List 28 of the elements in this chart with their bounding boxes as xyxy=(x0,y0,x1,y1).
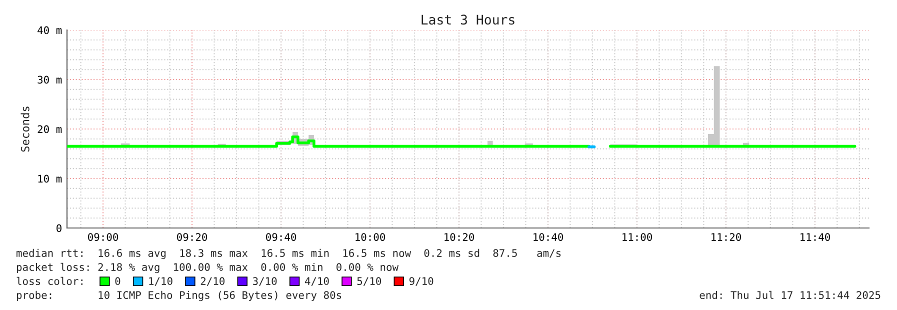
text: median rtt: 16.6 ms avg 18.3 ms max 16.5 ms min 16.5 ms now 0.2 ms sd 87.5 am/s xyxy=(16,248,561,260)
y-tick-label: 10 m xyxy=(38,174,62,183)
legend-label: 5/10 xyxy=(357,277,382,286)
legend-title: loss color: xyxy=(16,276,82,286)
x-tick-label: 09:00 xyxy=(88,233,118,241)
x-tick-label: 10:40 xyxy=(534,233,564,241)
x-tick-label: 09:40 xyxy=(266,233,296,241)
y-tick-label: 0 xyxy=(56,224,62,232)
legend-label: 0 xyxy=(115,277,120,286)
legend-label: 2/10 xyxy=(200,277,225,286)
y-tick-label: 30 m xyxy=(38,76,62,84)
chart-title: Last 3 Hours xyxy=(422,14,514,25)
x-tick-label: 11:40 xyxy=(800,233,830,241)
text: probe: 10 ICMP Echo Pings (56 Bytes) every 80s xyxy=(16,290,342,302)
x-tick-label: 11:20 xyxy=(712,233,741,241)
y-axis-title: Seconds xyxy=(20,106,30,152)
legend-label: 9/10 xyxy=(409,277,434,286)
x-tick-label: 10:00 xyxy=(356,233,386,241)
legend-label: 4/10 xyxy=(304,277,329,286)
x-tick-label: 11:00 xyxy=(622,233,652,241)
legend-label: 1/10 xyxy=(149,277,172,286)
y-tick-label: 20 m xyxy=(38,125,62,134)
text: end: Thu Jul 17 11:51:44 2025 xyxy=(700,290,880,300)
x-tick-label: 10:20 xyxy=(444,233,474,241)
text: packet loss: 2.18 % avg 100.00 % max 0.00 % min 0.00 % now xyxy=(16,262,399,274)
x-tick-label: 09:20 xyxy=(177,233,208,241)
legend-label: 3/10 xyxy=(252,277,277,286)
y-tick-label: 40 m xyxy=(38,26,62,34)
